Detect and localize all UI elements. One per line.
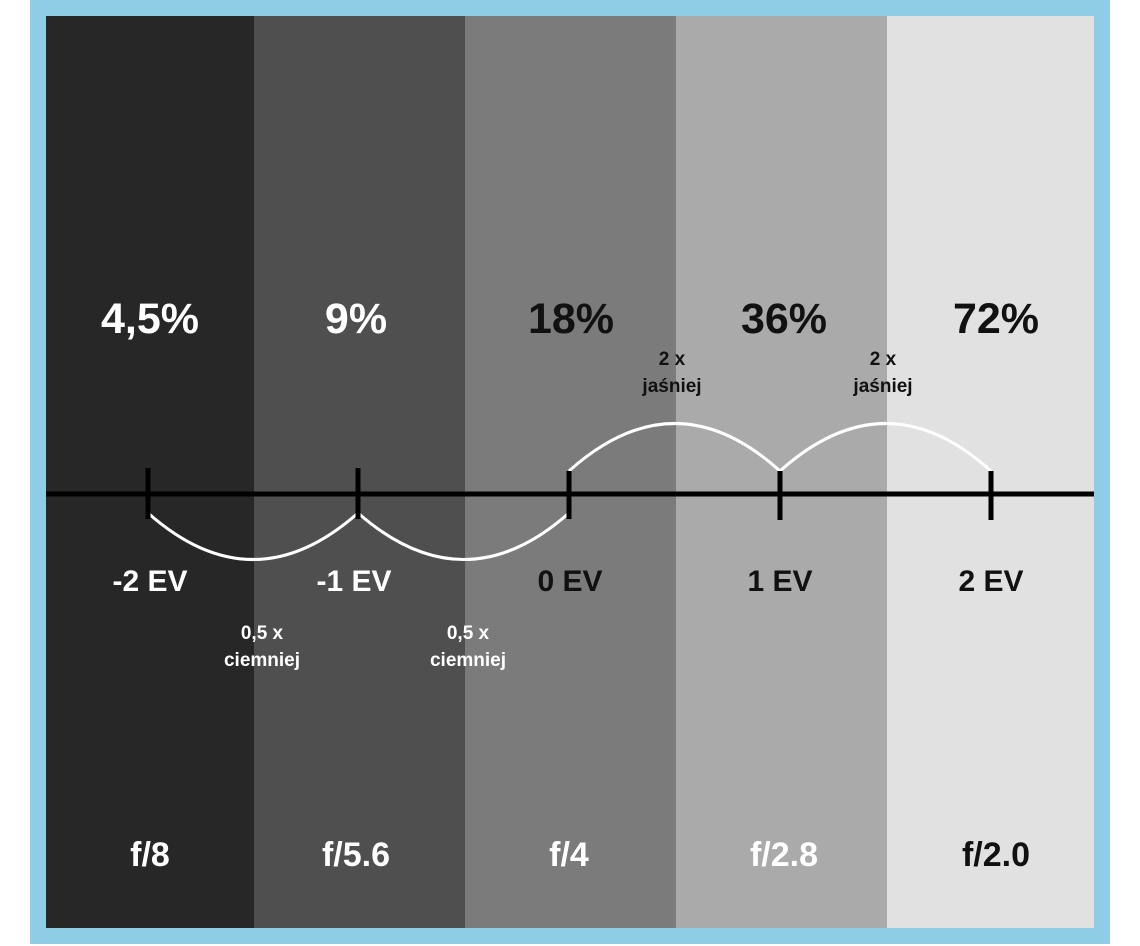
- darker-note-line2: ciemniej: [429, 650, 507, 671]
- darker-arc: [357, 511, 570, 561]
- brighter-arc: [778, 422, 993, 473]
- brighter-note-line2: jaśniej: [853, 376, 913, 397]
- brighter-arc: [567, 422, 782, 473]
- ev-axis-overlay: [46, 422, 1094, 561]
- darker-note-line1: 0,5 x: [240, 623, 284, 644]
- aperture-label: f/2.8: [749, 836, 819, 874]
- ev-label: 1 EV: [747, 565, 813, 598]
- darker-note: 0,5 x ciemniej: [224, 620, 300, 674]
- exposure-diagram: 4,5% 9% 18% 36% 72% -2 EV -1 EV 0 EV 1 E…: [46, 16, 1094, 928]
- brighter-note: 2 x jaśniej: [642, 346, 701, 400]
- brighter-note: 2 x jaśniej: [853, 346, 912, 400]
- aperture-label: f/8: [130, 836, 170, 874]
- brighter-note-line1: 2 x: [658, 349, 686, 370]
- ev-label: 0 EV: [537, 565, 603, 598]
- darker-note-line1: 0,5 x: [446, 623, 490, 644]
- percent-label: 36%: [740, 295, 828, 343]
- darker-arc: [147, 511, 359, 561]
- ev-label: 2 EV: [958, 565, 1024, 598]
- percent-label: 9%: [324, 295, 388, 343]
- percent-label: 72%: [952, 295, 1040, 343]
- ev-label: -2 EV: [112, 565, 188, 598]
- percent-label: 18%: [527, 295, 615, 343]
- aperture-label: f/5.6: [321, 836, 391, 874]
- ev-label: -1 EV: [316, 565, 392, 598]
- brighter-note-line1: 2 x: [869, 349, 897, 370]
- aperture-label: f/2.0: [961, 836, 1031, 874]
- darker-note: 0,5 x ciemniej: [430, 620, 506, 674]
- aperture-label: f/4: [549, 836, 589, 874]
- brighter-note-line2: jaśniej: [642, 376, 702, 397]
- darker-note-line2: ciemniej: [223, 650, 301, 671]
- percent-label: 4,5%: [100, 295, 200, 343]
